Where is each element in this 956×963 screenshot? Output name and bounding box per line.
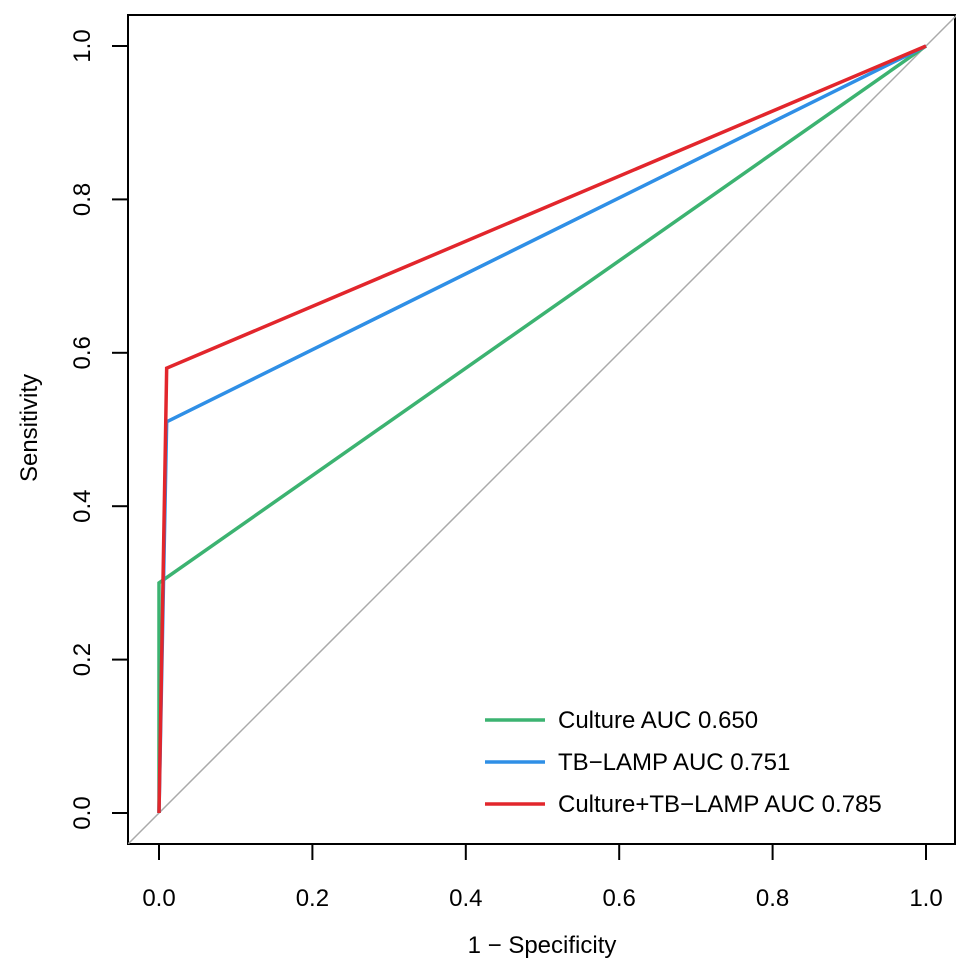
legend-label-1: Culture AUC 0.650 [558,707,758,734]
x-tick-label: 0.8 [756,885,789,912]
y-tick-label: 0.6 [69,336,96,369]
x-tick-label: 1.0 [909,885,942,912]
reference-diagonal-line [128,15,956,844]
y-tick-label: 1.0 [69,29,96,62]
x-tick-label: 0.6 [603,885,636,912]
series-line-3 [157,44,927,814]
y-tick-label: 0.2 [69,643,96,676]
x-tick-label: 0.0 [142,885,175,912]
y-tick-label: 0.0 [69,796,96,829]
legend-label-2: TB−LAMP AUC 0.751 [558,749,790,776]
y-axis-title: Sensitivity [16,374,43,482]
x-tick-label: 0.2 [296,885,329,912]
y-tick-label: 0.8 [69,183,96,216]
legend-label-3: Culture+TB−LAMP AUC 0.785 [558,791,882,818]
x-tick-label: 0.4 [449,885,482,912]
x-axis-title: 1 − Specificity [468,932,617,959]
y-tick-label: 0.4 [69,490,96,523]
